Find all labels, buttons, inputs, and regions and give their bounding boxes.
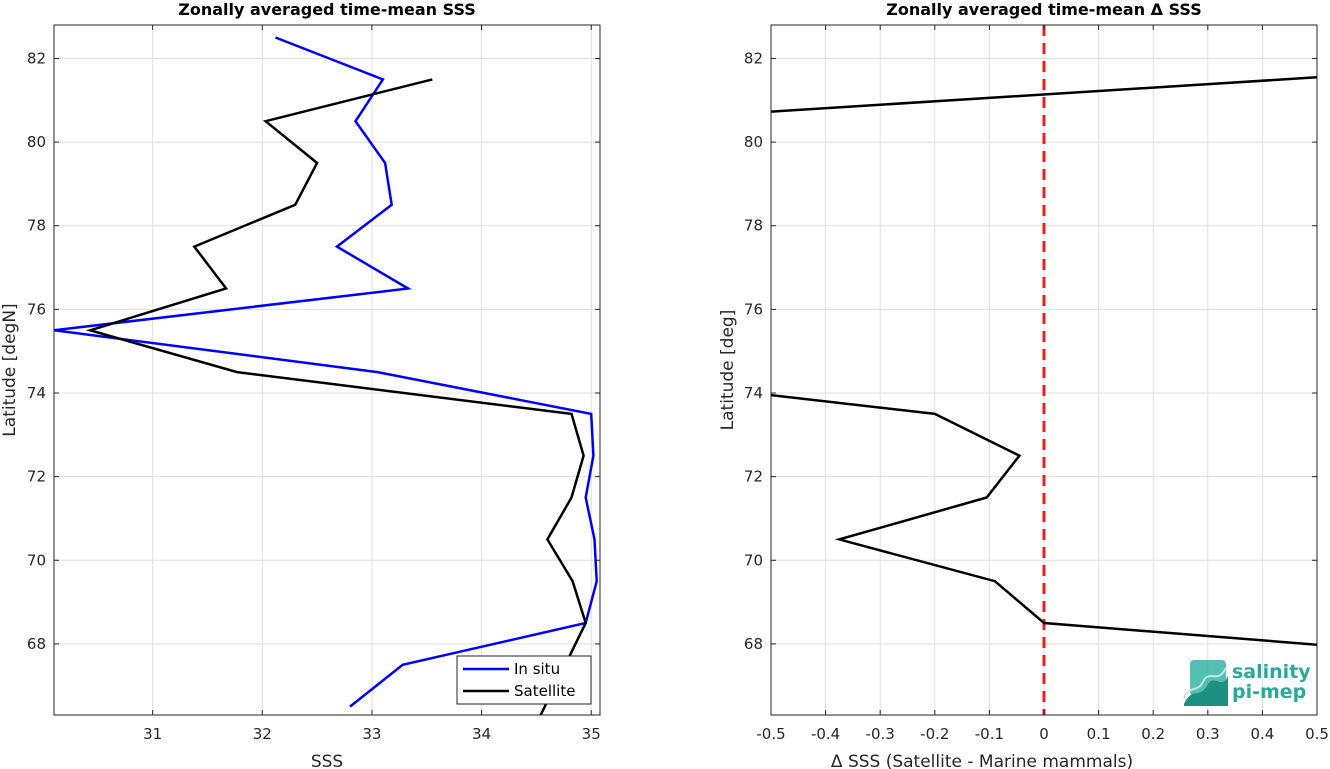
delta-sss-series-line-segment-2 <box>771 393 1317 646</box>
delta-sss-y-tick-label: 76 <box>744 300 763 318</box>
delta-sss-x-tick-label: -0.4 <box>811 725 840 743</box>
delta-sss-series-line-segment-1 <box>771 76 1317 113</box>
sss-y-tick-label: 82 <box>27 49 46 67</box>
sss-x-tick-label: 35 <box>582 725 601 743</box>
delta-sss-panel: Zonally averaged time-mean Δ SSS -0.5 -0.… <box>718 0 1329 769</box>
delta-sss-x-tick-label: 0.2 <box>1141 725 1165 743</box>
sss-y-tick-label: 80 <box>27 133 46 151</box>
legend-label-in-situ: In situ <box>514 660 560 678</box>
legend-label-satellite: Satellite <box>514 682 575 700</box>
sss-series-line-in-situ <box>54 36 598 708</box>
sss-y-tick-label: 76 <box>27 300 46 318</box>
delta-sss-y-tick-label: 74 <box>744 384 763 402</box>
delta-sss-y-axis-label: Latitude [deg] <box>718 310 738 431</box>
sss-y-tick-label: 68 <box>27 635 46 653</box>
delta-sss-y-tick-label: 68 <box>744 635 763 653</box>
sss-panel-title: Zonally averaged time-mean SSS <box>178 0 476 19</box>
delta-sss-y-tick-label: 78 <box>744 217 763 235</box>
delta-sss-x-tick-label: -0.3 <box>866 725 895 743</box>
delta-sss-x-tick-label: -0.2 <box>920 725 949 743</box>
delta-sss-y-tick-label: 70 <box>744 551 763 569</box>
sss-y-tick-label: 74 <box>27 384 46 402</box>
sss-legend: In situ Satellite <box>456 655 592 705</box>
logo-text-salinity: salinity <box>1232 661 1311 683</box>
delta-sss-x-tick-label: 0.5 <box>1305 725 1329 743</box>
delta-sss-y-tick-label: 82 <box>744 49 763 67</box>
wave-logo-icon <box>1183 660 1228 706</box>
logo-text-pi-mep: pi-mep <box>1232 681 1306 703</box>
sss-x-tick-label: 32 <box>253 725 272 743</box>
delta-sss-x-tick-label: 0.1 <box>1087 725 1111 743</box>
sss-axes-frame <box>53 24 601 716</box>
sss-x-tick-label: 31 <box>143 725 162 743</box>
sss-x-tick-label: 33 <box>362 725 381 743</box>
sss-x-tick-label: 34 <box>472 725 491 743</box>
delta-sss-x-axis-label: Δ SSS (Satellite - Marine mammals) <box>831 752 1133 769</box>
sss-y-axis-label: Latitude [degN] <box>0 303 20 436</box>
sss-panel: Zonally averaged time-mean SSS 31 32 33 34 3… <box>0 0 601 769</box>
delta-sss-x-tick-label: 0 <box>1039 725 1049 743</box>
sss-y-tick-label: 78 <box>27 217 46 235</box>
sss-y-tick-label: 72 <box>27 468 46 486</box>
delta-sss-x-tick-label: 0.4 <box>1250 725 1274 743</box>
delta-sss-y-tick-label: 80 <box>744 133 763 151</box>
sss-y-tick-label: 70 <box>27 551 46 569</box>
delta-sss-y-tick-label: 72 <box>744 468 763 486</box>
sss-series-line-satellite <box>85 78 588 715</box>
salinity-pi-mep-logo: salinity pi-mep <box>1183 660 1311 706</box>
sss-x-axis-label: SSS <box>311 752 343 769</box>
delta-sss-panel-title: Zonally averaged time-mean Δ SSS <box>886 0 1202 19</box>
delta-sss-x-tick-label: -0.1 <box>975 725 1004 743</box>
delta-sss-x-tick-label: -0.5 <box>756 725 785 743</box>
legend-box <box>456 655 592 705</box>
delta-sss-x-tick-label: 0.3 <box>1196 725 1220 743</box>
